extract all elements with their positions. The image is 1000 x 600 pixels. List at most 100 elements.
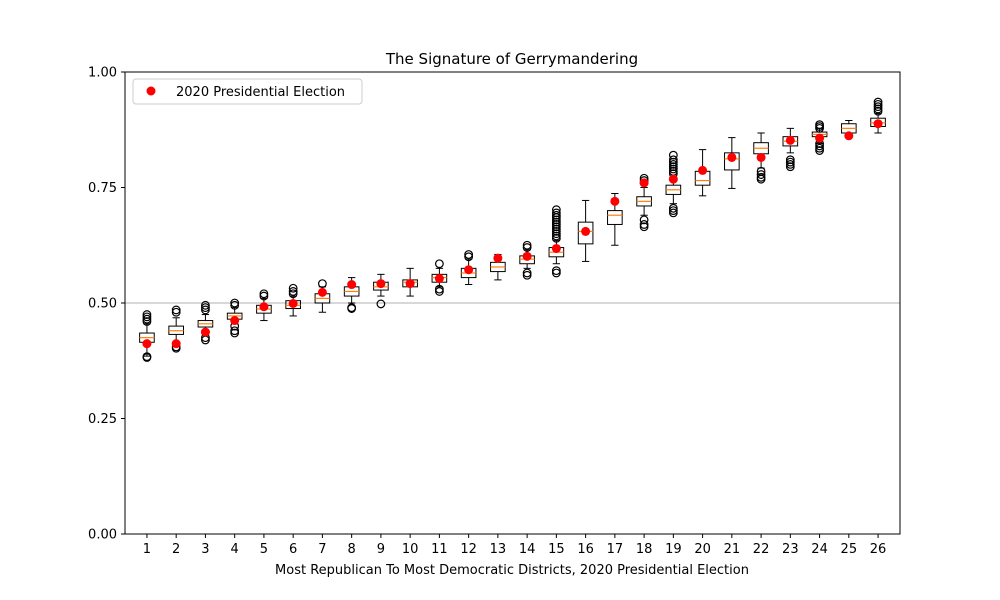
outlier-point xyxy=(347,304,357,313)
election-point-4 xyxy=(230,316,240,326)
outlier-point xyxy=(464,252,474,262)
election-point-5 xyxy=(259,302,269,312)
outlier-point xyxy=(318,279,327,288)
x-tick-label: 13 xyxy=(490,542,507,557)
outlier-point xyxy=(873,99,883,109)
x-tick-label: 24 xyxy=(811,542,828,557)
y-tick-label: 0.00 xyxy=(88,528,117,543)
outlier-point xyxy=(230,300,240,310)
outlier-point xyxy=(668,206,678,216)
series-election-points xyxy=(142,119,883,349)
outlier-point xyxy=(288,289,298,299)
outlier-point xyxy=(376,299,386,309)
box-15 xyxy=(548,205,565,278)
x-tick-label: 23 xyxy=(782,542,799,557)
legend-marker xyxy=(146,86,156,96)
x-tick-label: 7 xyxy=(318,542,326,557)
x-tick-label: 15 xyxy=(548,542,565,557)
outlier-point xyxy=(551,205,561,215)
outlier-point xyxy=(551,231,561,241)
election-point-8 xyxy=(347,280,357,290)
outlier-point xyxy=(142,314,152,324)
outlier-point xyxy=(142,317,152,326)
outlier-point xyxy=(756,166,766,176)
outlier-point xyxy=(668,164,678,174)
x-tick-label: 19 xyxy=(665,542,682,557)
outlier-point xyxy=(434,284,444,294)
x-tick-label: 20 xyxy=(694,542,711,557)
outlier-point xyxy=(873,97,883,107)
outlier-point xyxy=(639,222,649,232)
x-axis: 1 2 3 4 5 6 7 8 9 10 11 12 13 14 15 16 17 18 19 20 21 22 23 24 2… xyxy=(143,534,886,557)
outlier-point xyxy=(815,143,824,153)
outlier-point xyxy=(668,150,678,160)
election-point-16 xyxy=(581,226,591,236)
election-point-3 xyxy=(200,327,210,337)
outlier-point xyxy=(288,283,298,293)
outlier-point xyxy=(171,305,181,315)
outlier-point xyxy=(551,229,561,239)
outlier-point xyxy=(551,268,561,278)
chart-title: The Signature of Gerrymandering xyxy=(385,50,638,68)
election-point-10 xyxy=(405,279,415,289)
box-19 xyxy=(665,150,682,218)
box-21 xyxy=(724,137,740,189)
box-16 xyxy=(577,199,594,262)
x-tick-label: 17 xyxy=(607,542,624,557)
box-5 xyxy=(256,289,272,322)
outlier-point xyxy=(551,208,561,218)
y-tick-label: 1.00 xyxy=(88,66,117,81)
outlier-point xyxy=(464,250,474,259)
election-point-18 xyxy=(639,178,649,188)
outlier-point xyxy=(551,222,561,232)
outlier-point xyxy=(259,291,269,301)
outlier-point xyxy=(551,217,561,227)
x-tick-label: 5 xyxy=(260,542,268,557)
outlier-point xyxy=(201,305,210,315)
x-tick-label: 3 xyxy=(201,542,209,557)
outlier-point xyxy=(522,240,532,250)
outlier-point xyxy=(551,210,561,220)
x-tick-label: 9 xyxy=(377,542,385,557)
election-point-1 xyxy=(142,339,152,349)
legend: 2020 Presidential Election xyxy=(132,78,363,105)
outlier-point xyxy=(668,208,678,218)
outlier-point xyxy=(230,326,240,336)
outlier-point xyxy=(668,159,678,169)
outlier-point xyxy=(785,159,795,169)
outlier-point xyxy=(142,353,152,362)
election-point-2 xyxy=(171,339,181,349)
outlier-point xyxy=(785,157,795,167)
election-point-20 xyxy=(698,165,708,175)
election-point-6 xyxy=(288,298,298,308)
x-tick-label: 14 xyxy=(519,542,536,557)
outlier-point xyxy=(434,259,444,269)
outlier-point xyxy=(785,162,795,172)
x-tick-label: 22 xyxy=(753,542,770,557)
outlier-point xyxy=(668,157,678,167)
outlier-point xyxy=(873,106,883,116)
outlier-point xyxy=(668,155,678,165)
election-point-14 xyxy=(522,251,532,261)
legend-label: 2020 Presidential Election xyxy=(176,85,345,100)
x-axis-label: Most Republican To Most Democratic Distr… xyxy=(275,563,749,578)
x-tick-label: 2 xyxy=(172,542,180,557)
legend-frame xyxy=(132,78,363,105)
outlier-point xyxy=(142,310,152,319)
election-point-26 xyxy=(873,119,883,129)
x-tick-label: 11 xyxy=(431,542,448,557)
x-tick-label: 6 xyxy=(289,542,297,557)
election-point-24 xyxy=(815,133,825,143)
outlier-point xyxy=(201,300,210,310)
election-point-25 xyxy=(844,131,854,141)
outlier-point xyxy=(230,298,240,308)
box-3 xyxy=(197,300,214,345)
election-point-15 xyxy=(551,243,561,253)
x-tick-label: 10 xyxy=(402,542,419,557)
x-tick-label: 4 xyxy=(231,542,239,557)
outlier-point xyxy=(551,226,561,236)
election-point-19 xyxy=(668,174,678,184)
outlier-point xyxy=(756,170,766,179)
x-tick-label: 18 xyxy=(636,542,653,557)
